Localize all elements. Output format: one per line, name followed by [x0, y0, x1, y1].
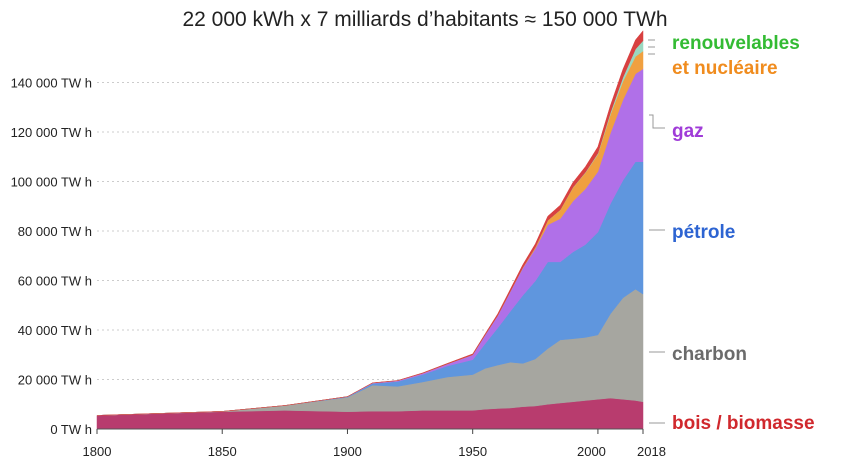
y-tick-label: 80 000 TW h	[18, 224, 92, 239]
label-petrole: pétrole	[672, 222, 735, 243]
x-tick-label: 1900	[333, 444, 362, 459]
x-tick-label: 1850	[208, 444, 237, 459]
x-tick-label: 2018	[637, 444, 666, 459]
x-axis: 1800 1850 1900 1950 2000 2018	[83, 429, 666, 459]
x-tick-label: 1800	[83, 444, 112, 459]
chart-title: 22 000 kWh x 7 milliards d’habitants ≈ 1…	[182, 8, 667, 31]
label-gaz: gaz	[672, 121, 704, 142]
label-nucleaire: et nucléaire	[672, 58, 778, 79]
stacked-areas	[96, 30, 644, 430]
label-charbon: charbon	[672, 344, 747, 365]
y-axis: 0 TW h 20 000 TW h 40 000 TW h 60 000 TW h 8…	[11, 76, 92, 438]
y-tick-label: 100 000 TW h	[11, 175, 92, 190]
area-hydro-red	[96, 30, 644, 416]
label-renouvelables: renouvelables	[672, 33, 800, 54]
y-tick-label: 20 000 TW h	[18, 373, 92, 388]
y-tick-label: 60 000 TW h	[18, 274, 92, 289]
y-tick-label: 120 000 TW h	[11, 125, 92, 140]
y-tick-label: 140 000 TW h	[11, 76, 92, 91]
label-leaders	[648, 39, 665, 424]
y-tick-label: 40 000 TW h	[18, 323, 92, 338]
x-tick-label: 1950	[458, 444, 487, 459]
leader-line	[649, 114, 665, 129]
x-tick-label: 2000	[577, 444, 606, 459]
y-tick-label: 0 TW h	[50, 422, 92, 437]
series-labels: renouvelables et nucléaire gaz pétrole charb…	[672, 33, 815, 434]
label-bois-biomasse: bois / biomasse	[672, 413, 815, 434]
